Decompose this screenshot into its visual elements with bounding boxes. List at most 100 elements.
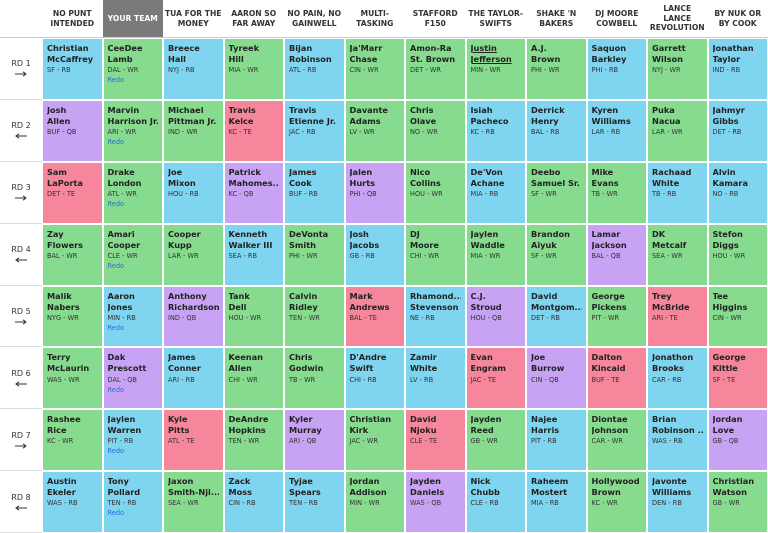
player-first-name: Joe: [168, 166, 183, 177]
player-last-name: Mostert: [531, 487, 568, 498]
player-last-name: Smith: [289, 239, 316, 250]
player-last-name: Hall: [168, 54, 186, 65]
player-last-name: Robinson ...: [652, 425, 703, 436]
pick-cell: Calvin Ridley TEN - WR: [284, 285, 345, 348]
player-last-name: Nabers: [47, 301, 80, 312]
player-team-position: JAC - TE: [470, 375, 497, 384]
player-first-name: Davante: [349, 104, 388, 115]
player-first-name: George: [591, 290, 625, 301]
redo-link[interactable]: Redo: [107, 385, 125, 394]
pick-cell: Breece Hall NYJ - RB: [163, 38, 224, 100]
player-first-name: Diontae: [591, 414, 628, 425]
player-last-name: Pitts: [168, 425, 190, 436]
player-first-name: DeVonta: [289, 228, 329, 239]
redo-link[interactable]: Redo: [107, 76, 125, 85]
player-last-name: Allen: [228, 363, 252, 374]
pick-cell: Chris Olave NO - WR: [405, 99, 466, 162]
player-team-position: ATL - TE: [168, 437, 195, 446]
player-first-name: Stefon: [712, 228, 743, 239]
player-first-name: Zamir: [410, 352, 437, 363]
player-first-name: Jonathon: [652, 352, 694, 363]
player-last-name: Pacheco: [470, 115, 509, 126]
player-last-name: Jackson: [591, 239, 627, 250]
player-last-name: Allen: [47, 115, 71, 126]
team-header: NO PUNT INTENDED: [42, 0, 103, 38]
player-first-name: Jaylen: [470, 228, 499, 239]
player-last-name: Diggs: [712, 239, 739, 250]
pick-cell: Jonathan Taylor IND - RB: [707, 38, 768, 100]
player-last-name: White: [652, 177, 680, 188]
redo-link[interactable]: Redo: [107, 199, 125, 208]
pick-cell: Travis Etienne Jr. JAC - RB: [284, 99, 345, 162]
player-last-name: Smith-Nji...: [168, 487, 219, 498]
redo-link[interactable]: Redo: [107, 509, 125, 518]
player-last-name: Cooper: [107, 239, 141, 250]
player-first-name: De'Von: [470, 166, 503, 177]
round-label: RD 8: [0, 471, 42, 533]
player-team-position: MIN - WR: [470, 66, 501, 75]
player-team-position: HOU - WR: [410, 189, 443, 198]
player-first-name: Ja'Marr: [349, 43, 383, 53]
pick-cell: Rachaad White TB - RB: [647, 161, 708, 224]
player-last-name: Njoku: [410, 425, 437, 436]
pick-cell: Jahmyr Gibbs DET - RB: [707, 99, 768, 162]
player-first-name: Michael: [168, 104, 204, 115]
redo-link[interactable]: Redo: [107, 138, 125, 146]
player-team-position: KC - TE: [228, 128, 252, 136]
player-last-name: Ekeler: [47, 487, 76, 498]
redo-link[interactable]: Redo: [107, 447, 125, 456]
player-last-name: Kirk: [349, 425, 369, 436]
player-last-name: Engram: [470, 363, 506, 374]
player-team-position: KC - WR: [47, 437, 74, 446]
player-team-position: KC - QB: [228, 189, 254, 198]
pick-cell: Ja'Marr Chase CIN - WR: [344, 38, 405, 100]
player-first-name: Trey: [652, 290, 672, 301]
player-team-position: HOU - QB: [470, 313, 502, 322]
pick-cell: Alvin Kamara NO - RB: [707, 161, 768, 224]
player-team-position: GB - WR: [712, 499, 740, 508]
direction-arrow: [15, 319, 27, 325]
player-last-name: Kupp: [168, 239, 192, 250]
redo-link[interactable]: Redo: [107, 323, 125, 332]
team-header: AARON SO FAR AWAY: [223, 0, 284, 38]
player-first-name: Brandon: [531, 228, 570, 239]
pick-cell: Jonathon Brooks CAR - RB: [647, 347, 708, 410]
player-last-name: Kittle: [712, 363, 738, 374]
player-last-name: Love: [712, 425, 735, 436]
player-last-name: Barkley: [591, 54, 627, 65]
round-label: RD 5: [0, 286, 42, 348]
redo-link[interactable]: Redo: [107, 261, 125, 270]
player-first-name: Jordan: [712, 414, 743, 425]
player-first-name: Tyreek: [228, 43, 260, 53]
player-team-position: SF - WR: [531, 189, 557, 198]
player-first-name: DK: [652, 228, 666, 239]
player-team-position: SF - TE: [712, 375, 736, 384]
team-header: BY NUK OR BY COOK: [707, 0, 768, 38]
pick-cell: Michael Pittman Jr. IND - WR: [163, 99, 224, 162]
player-last-name: Collins: [410, 177, 441, 188]
player-team-position: BUF - QB: [47, 128, 77, 136]
player-team-position: NE - RB: [410, 313, 435, 322]
player-last-name: McBride: [652, 301, 690, 312]
player-team-position: NO - RB: [712, 189, 739, 198]
round-text: RD 3: [11, 183, 31, 193]
player-last-name: LaPorta: [47, 177, 83, 188]
player-last-name: Murray: [289, 425, 322, 436]
player-first-name: Amon-Ra: [410, 43, 452, 53]
pick-cell: C.J. Stroud HOU - QB: [465, 285, 526, 348]
pick-cell: Isiah Pacheco KC - RB: [465, 99, 526, 162]
player-team-position: ARI - QB: [289, 437, 317, 446]
player-last-name: Daniels: [410, 487, 445, 498]
player-team-position: KC - RB: [470, 128, 495, 136]
pick-cell: Jaylen Warren PIT - RB Redo: [102, 409, 163, 472]
player-team-position: MIN - WR: [349, 499, 380, 508]
player-last-name: Kincaid: [591, 363, 626, 374]
pick-cell: Jayden Daniels WAS - QB: [405, 471, 466, 533]
player-first-name: Marvin: [107, 104, 140, 115]
pick-cell: David Montgom... DET - RB: [526, 285, 587, 348]
round-label: RD 2: [0, 100, 42, 162]
player-last-name: Rice: [47, 425, 67, 436]
player-last-name: Moore: [410, 239, 439, 250]
player-first-name: Kyler: [289, 414, 313, 425]
player-last-name: Stroud: [470, 301, 502, 312]
